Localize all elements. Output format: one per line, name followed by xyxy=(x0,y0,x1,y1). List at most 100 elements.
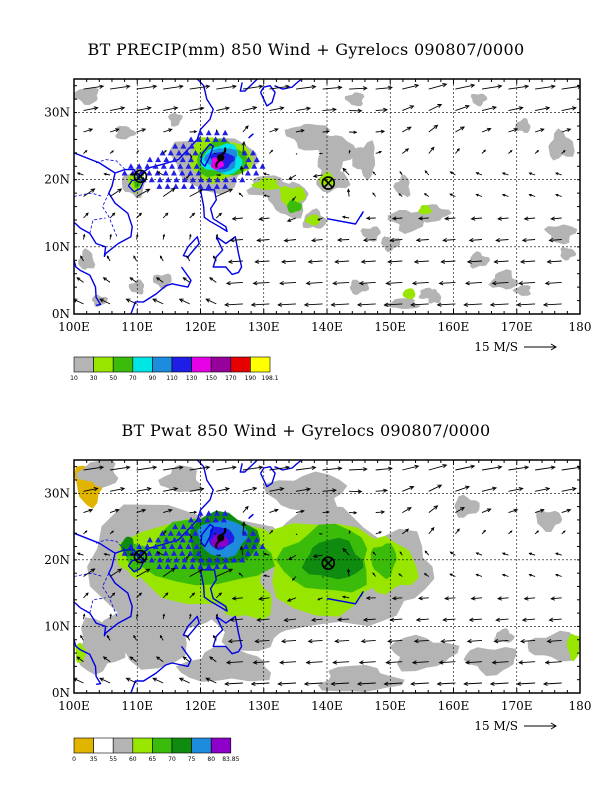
wind-arrow xyxy=(416,239,429,241)
wind-arrowhead xyxy=(518,281,524,286)
precip-triangle xyxy=(198,176,205,183)
precip-triangle xyxy=(197,510,204,516)
wind-arrow xyxy=(390,239,403,241)
wind-arrow xyxy=(375,87,392,90)
wind-arrowhead xyxy=(523,216,529,221)
wind-arrowhead xyxy=(279,487,285,492)
wind-arrow xyxy=(428,505,438,513)
wind-arrow xyxy=(519,661,536,664)
wind-arrowhead xyxy=(489,681,495,686)
wind-arrowhead xyxy=(528,573,532,577)
wind-arrow xyxy=(313,174,323,177)
wind-arrow xyxy=(412,661,429,664)
wind-arrowhead xyxy=(146,486,152,492)
wind-arrow xyxy=(520,260,536,263)
wind-arrowhead xyxy=(555,552,559,556)
wind-arrowhead xyxy=(205,677,211,682)
wind-arrow xyxy=(402,465,419,471)
wind-arrowhead xyxy=(571,486,577,492)
wind-arrow xyxy=(498,597,509,600)
wind-arrowhead xyxy=(102,277,107,281)
wind-arrowhead xyxy=(410,681,415,686)
precip-triangle xyxy=(179,536,186,543)
precip-triangle xyxy=(222,176,229,183)
wind-arrow xyxy=(402,486,414,492)
wind-arrow xyxy=(392,597,403,599)
wind-arrowhead xyxy=(300,129,305,133)
wind-arrow xyxy=(322,86,342,90)
wind-arrow xyxy=(183,277,190,283)
precip-triangle xyxy=(198,556,205,563)
coastlines xyxy=(74,460,364,693)
wind-arrow xyxy=(306,281,323,284)
wind-arrowhead xyxy=(442,238,448,243)
wind-arrowhead xyxy=(524,465,530,470)
wind-arrow xyxy=(269,488,284,492)
wind-arrowhead xyxy=(85,592,89,596)
wind-arrowhead xyxy=(231,596,237,601)
precip-triangle xyxy=(172,523,179,530)
wind-arrowhead xyxy=(238,192,242,196)
wind-arrow xyxy=(295,107,311,112)
colorbar-label: 83.85 xyxy=(222,756,239,763)
wind-arrowhead xyxy=(357,489,363,494)
wind-arrowhead xyxy=(430,146,435,151)
precip-triangle xyxy=(239,556,246,563)
precip-triangle xyxy=(196,136,203,142)
wind-arrowhead xyxy=(536,150,540,153)
coastline xyxy=(199,189,228,233)
precip-triangle xyxy=(205,183,212,189)
shaded-region xyxy=(527,630,579,662)
colorbar-swatch xyxy=(152,737,173,754)
wind-arrowhead xyxy=(120,486,126,492)
wind-arrow xyxy=(109,592,115,599)
precip-triangle xyxy=(154,550,161,556)
wind-arrow xyxy=(543,303,562,306)
colorbar-swatch xyxy=(112,737,134,754)
wind-arrow xyxy=(455,486,470,492)
precip-triangle xyxy=(136,163,143,169)
wind-arrowhead xyxy=(215,613,219,617)
wind-arrow xyxy=(322,511,329,514)
wind-arrowhead xyxy=(231,216,237,221)
wind-arrow xyxy=(375,130,385,133)
lat-tick-label: 0N xyxy=(52,686,70,700)
wind-arrow xyxy=(242,466,263,471)
precip-triangle xyxy=(184,530,191,536)
wind-arrowhead xyxy=(449,551,453,555)
precip-triangle xyxy=(162,170,169,176)
wind-arrow xyxy=(402,105,414,112)
wind-arrowhead xyxy=(438,281,444,286)
wind-arrowhead xyxy=(252,660,258,665)
wind-arrowhead xyxy=(550,216,556,221)
wind-arrow xyxy=(157,171,164,176)
wind-arrow xyxy=(543,682,562,685)
wind-arrowhead xyxy=(115,128,120,133)
wind-arrow xyxy=(494,639,509,642)
precip-triangle xyxy=(167,530,174,536)
wind-arrow xyxy=(551,217,562,220)
wind-arrowhead xyxy=(330,681,336,686)
frame-ticks xyxy=(73,460,581,694)
precip-triangle xyxy=(179,550,186,556)
wind-arrowhead xyxy=(536,530,540,533)
wind-arrowhead xyxy=(483,149,487,153)
colorbar: 10 30 50 70 90 110 130 150 170 190 198.1 xyxy=(70,356,279,382)
borders xyxy=(74,159,125,237)
precip-triangle xyxy=(177,163,184,169)
wind-arrowhead xyxy=(258,596,264,601)
precip-triangle xyxy=(169,543,176,550)
wind-arrowhead xyxy=(509,530,513,533)
precip-triangle xyxy=(185,543,192,550)
wind-arrow xyxy=(228,639,243,642)
precip-triangle xyxy=(213,183,220,189)
wind-arrow xyxy=(304,682,323,685)
wind-arrow xyxy=(508,487,523,492)
shaded-region xyxy=(313,133,358,176)
country-border xyxy=(95,159,125,170)
wind-arrowhead xyxy=(501,573,506,577)
wind-arrowhead xyxy=(199,106,205,111)
precip-triangle xyxy=(253,550,260,556)
wind-arrowhead xyxy=(372,192,375,195)
wind-arrowhead xyxy=(189,233,192,237)
